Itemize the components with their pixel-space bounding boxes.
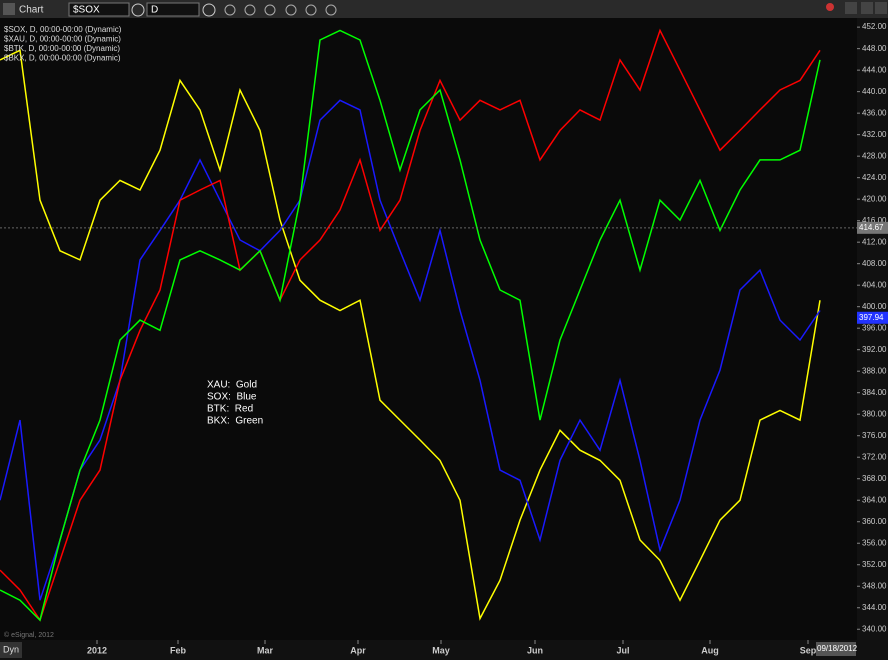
annotation: BTK: Red (207, 404, 253, 415)
price-marker-label: 397.94 (859, 313, 884, 322)
y-tick-label: 380.00 (862, 409, 887, 418)
y-tick-label: 392.00 (862, 345, 887, 354)
x-tick-label: Feb (170, 645, 187, 655)
x-tick-label: Jun (527, 645, 543, 655)
minimize-button[interactable] (845, 2, 857, 14)
series-line (0, 29, 821, 622)
annotation: BKX: Green (207, 416, 263, 427)
compare-icon[interactable] (264, 4, 276, 16)
legend-entry: $BTK, D, 00:00-00:00 (Dynamic) (4, 44, 120, 53)
date-box (816, 642, 856, 656)
price-marker (857, 311, 888, 324)
y-tick-label: 448.00 (862, 44, 887, 53)
window-title: Chart (19, 5, 44, 16)
mode-box[interactable] (0, 642, 22, 658)
y-tick-label: 424.00 (862, 173, 887, 182)
cursor-icon[interactable] (244, 4, 256, 16)
y-tick-label: 396.00 (862, 323, 887, 332)
series-line (0, 28, 821, 622)
y-tick-label: 384.00 (862, 388, 887, 397)
legend-entry: $BKX, D, 00:00-00:00 (Dynamic) (4, 54, 121, 63)
x-tick-label: Jul (616, 645, 629, 655)
y-tick-label: 404.00 (862, 280, 887, 289)
y-tick-label: 412.00 (862, 237, 887, 246)
plot-area (0, 18, 857, 640)
y-tick-label: 376.00 (862, 431, 887, 440)
y-tick-label: 420.00 (862, 194, 887, 203)
y-tick-label: 344.00 (862, 603, 887, 612)
price-marker-label: 414.67 (859, 223, 884, 232)
link-icon[interactable] (325, 4, 337, 16)
draw-icon[interactable] (224, 4, 236, 16)
play-icon[interactable] (285, 4, 297, 16)
interval-box[interactable] (146, 2, 200, 17)
y-tick-label: 340.00 (862, 624, 887, 633)
zoom-icon[interactable] (305, 4, 317, 16)
y-tick-label: 352.00 (862, 560, 887, 569)
symbol[interactable]: $SOX (73, 5, 100, 16)
y-tick-label: 356.00 (862, 538, 887, 547)
maximize-button[interactable] (861, 2, 873, 14)
legend-entry: $SOX, D, 00:00-00:00 (Dynamic) (4, 25, 122, 34)
app-icon[interactable] (3, 3, 15, 15)
y-tick-label: 432.00 (862, 130, 887, 139)
date: 09/18/2012 (817, 644, 858, 653)
x-tick-label: Apr (350, 645, 366, 655)
y-tick-label: 348.00 (862, 581, 887, 590)
x-tick-label: Sep (800, 645, 817, 655)
y-tick-label: 364.00 (862, 495, 887, 504)
y-tick-label: 408.00 (862, 259, 887, 268)
y-tick-label: 440.00 (862, 87, 887, 96)
y-tick-label: 436.00 (862, 108, 887, 117)
legend-entry: $XAU, D, 00:00-00:00 (Dynamic) (4, 35, 121, 44)
copyright: © eSignal, 2012 (4, 631, 54, 639)
annotation: SOX: Blue (207, 392, 257, 403)
interval[interactable]: D (151, 5, 158, 16)
series-line (0, 49, 821, 621)
mode[interactable]: Dyn (3, 644, 19, 654)
y-tick-label: 360.00 (862, 517, 887, 526)
y-tick-label: 388.00 (862, 366, 887, 375)
refresh-icon[interactable] (202, 3, 216, 17)
price-marker (857, 221, 888, 234)
y-tick-label: 452.00 (862, 22, 887, 31)
toolbar (0, 0, 888, 18)
status-light (826, 3, 834, 11)
x-tick-label: Aug (701, 645, 719, 655)
y-tick-label: 368.00 (862, 474, 887, 483)
y-tick-label: 400.00 (862, 302, 887, 311)
x-tick-label: May (432, 645, 450, 655)
x-tick-label: Mar (257, 645, 274, 655)
close-button[interactable] (875, 2, 887, 14)
y-tick-label: 416.00 (862, 216, 887, 225)
annotation: XAU: Gold (207, 380, 257, 391)
y-tick-label: 428.00 (862, 151, 887, 160)
x-axis-panel (0, 640, 888, 660)
y-axis-panel (857, 18, 888, 660)
y-tick-label: 444.00 (862, 65, 887, 74)
y-tick-label: 372.00 (862, 452, 887, 461)
x-tick-label: 2012 (87, 645, 107, 655)
settings-icon[interactable] (131, 3, 145, 17)
symbol-box[interactable] (68, 2, 130, 17)
series-line (0, 99, 821, 601)
